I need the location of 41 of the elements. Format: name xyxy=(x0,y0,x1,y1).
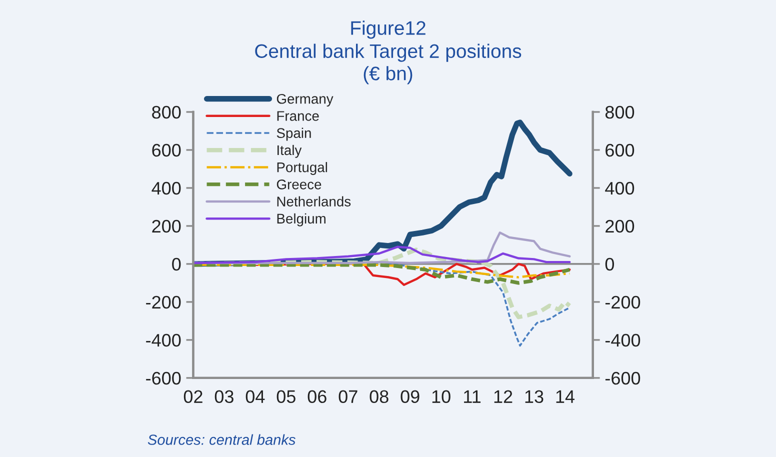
legend-label: Greece xyxy=(276,180,322,190)
y2-tick-label: -400 xyxy=(605,334,640,347)
legend-label: France xyxy=(277,111,319,121)
x-tick-label: 08 xyxy=(370,390,388,404)
legend-label: Netherlands xyxy=(277,196,351,206)
x-tick-label: 13 xyxy=(525,390,544,404)
x-tick-label: 05 xyxy=(276,390,296,404)
x-tick-label: 09 xyxy=(400,390,420,404)
y2-tick-label: 800 xyxy=(605,106,634,119)
y2-tick-label: -200 xyxy=(605,296,640,309)
x-tick-label: 02 xyxy=(184,390,202,404)
legend-label: Spain xyxy=(276,128,311,141)
y2-tick-label: -600 xyxy=(605,372,640,385)
x-tick-label: 10 xyxy=(432,390,450,404)
y2-tick-label: 400 xyxy=(605,182,634,195)
x-tick-label: 03 xyxy=(214,390,234,404)
source-note: Sources: central banks xyxy=(148,434,296,445)
x-tick-label: 11 xyxy=(464,390,481,403)
y2-tick-label: 200 xyxy=(606,220,634,233)
y-tick-label: 600 xyxy=(152,144,181,157)
y-tick-label: -400 xyxy=(146,334,181,347)
x-tick-label: 06 xyxy=(308,390,326,404)
chart-title: Figure12 xyxy=(351,20,426,39)
y-tick-label: -600 xyxy=(146,372,181,385)
legend-label: Portugal xyxy=(277,162,328,175)
y-tick-label: 200 xyxy=(152,220,181,233)
chart-subtitle: Central bank Target 2 positions (€ bn) xyxy=(255,44,522,84)
x-tick-label: 07 xyxy=(338,390,358,404)
y-tick-label: 400 xyxy=(152,182,181,195)
x-tick-label: 14 xyxy=(556,390,574,403)
x-tick-label: 04 xyxy=(246,390,265,404)
y2-tick-label: 0 xyxy=(605,258,614,271)
y-tick-label: -200 xyxy=(146,296,181,309)
legend-label: Belgium xyxy=(277,213,326,226)
y2-tick-label: 600 xyxy=(606,144,634,157)
legend-label: Germany xyxy=(276,94,334,107)
legend-label: Italy xyxy=(278,144,302,158)
line-series xyxy=(193,246,571,264)
y-tick-label: 800 xyxy=(152,106,181,119)
x-tick-label: 12 xyxy=(494,390,512,403)
y-tick-label: 0 xyxy=(172,258,181,271)
